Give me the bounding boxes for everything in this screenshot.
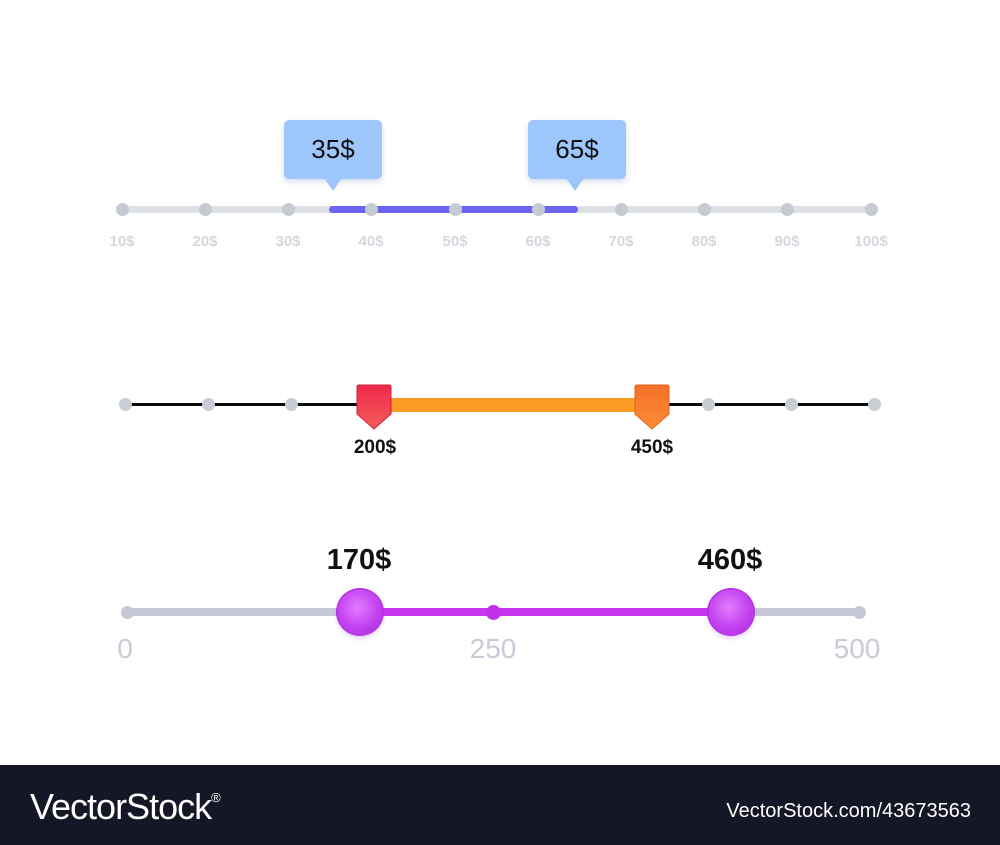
step-dot[interactable]	[281, 203, 295, 216]
tick-label: 30$	[275, 233, 301, 250]
min-knob[interactable]	[338, 590, 382, 634]
step-dot[interactable]	[697, 203, 711, 216]
scale-start-label: 0	[117, 633, 133, 664]
max-value-text: 65$	[555, 134, 599, 164]
tick-label: 10$	[109, 233, 135, 250]
tick-label: 20$	[192, 233, 218, 250]
max-value-label: 450$	[630, 437, 674, 458]
min-handle[interactable]	[356, 384, 392, 430]
max-knob[interactable]	[709, 590, 753, 634]
track-end-dot	[852, 606, 866, 619]
tick-label: 80$	[691, 233, 717, 250]
tick-label: 40$	[358, 233, 384, 250]
step-dot[interactable]	[364, 203, 378, 216]
step-dot[interactable]	[284, 398, 298, 411]
registered-mark: ®	[211, 790, 221, 805]
tick-label: 100$	[854, 233, 888, 250]
step-dot[interactable]	[198, 203, 212, 216]
scale-mid-label: 250	[469, 633, 517, 664]
min-value-text: 35$	[311, 134, 355, 164]
step-dot[interactable]	[867, 398, 881, 411]
min-value-label: 200$	[353, 437, 397, 458]
tick-label: 50$	[442, 233, 468, 250]
step-dot[interactable]	[201, 398, 215, 411]
brand-logo: VectorStock®	[30, 786, 221, 828]
tick-label: 90$	[774, 233, 800, 250]
step-dot[interactable]	[780, 203, 794, 216]
step-dot[interactable]	[864, 203, 878, 216]
brand-name: VectorStock	[30, 786, 212, 827]
image-id: VectorStock.com/43673563	[726, 800, 971, 822]
min-value-label: 170$	[326, 544, 392, 576]
step-dot[interactable]	[614, 203, 628, 216]
scale-end-label: 500	[833, 633, 881, 664]
step-dot[interactable]	[448, 203, 462, 216]
track-mid-dot	[485, 605, 501, 620]
step-dot[interactable]	[118, 398, 132, 411]
step-dot[interactable]	[784, 398, 798, 411]
min-value-tooltip[interactable]: 35$	[284, 120, 382, 191]
slider-range-fill	[360, 608, 731, 616]
tick-label: 70$	[608, 233, 634, 250]
max-value-label: 460$	[697, 544, 763, 576]
track-start-dot	[120, 606, 134, 619]
slider-range-fill	[374, 398, 652, 412]
tick-label: 60$	[525, 233, 551, 250]
max-handle[interactable]	[634, 384, 670, 430]
step-dot[interactable]	[531, 203, 545, 216]
step-dot[interactable]	[701, 398, 715, 411]
watermark-bar	[0, 765, 1000, 845]
max-value-tooltip[interactable]: 65$	[528, 120, 626, 191]
step-dot[interactable]	[115, 203, 129, 216]
